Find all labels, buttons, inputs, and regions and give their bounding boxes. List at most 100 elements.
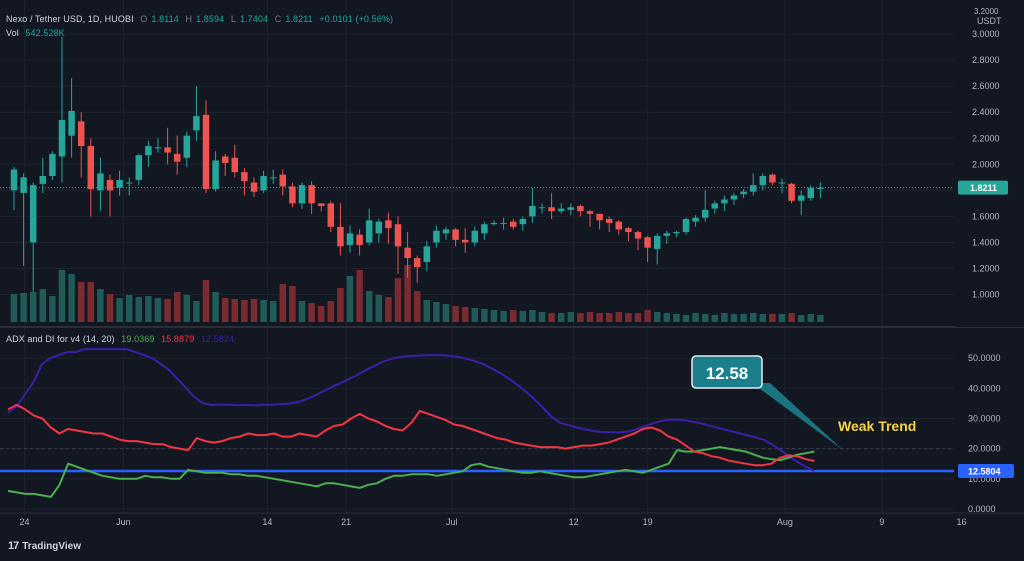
volume-label: Vol — [6, 28, 19, 38]
candle-body — [327, 203, 335, 227]
last-price-badge — [958, 180, 1008, 195]
volume-bar — [308, 303, 315, 322]
tradingview-branding[interactable]: 17 TradingView — [8, 540, 81, 552]
candle-body — [394, 224, 402, 247]
indicator-lines — [7, 348, 815, 498]
candle-body — [106, 179, 114, 191]
tradingview-logo-icon: 17 — [8, 540, 19, 552]
candle-body — [145, 146, 152, 156]
candle-body — [529, 205, 536, 217]
trend-label: Weak Trend — [838, 418, 916, 434]
price-axis-tick: 2.0000 — [972, 159, 1000, 169]
volume-bars — [10, 265, 824, 322]
callout-value: 12.58 — [706, 364, 749, 383]
volume-bar — [615, 312, 623, 322]
candle-body — [269, 177, 277, 179]
candle-body — [433, 230, 440, 243]
volume-bar — [730, 314, 738, 322]
time-axis-tick: 14 — [262, 517, 272, 527]
volume-bar — [231, 299, 239, 322]
candle-body — [778, 182, 786, 184]
candle-body — [154, 147, 162, 149]
open-value: 1.8114 — [151, 14, 179, 24]
volume-bar — [116, 298, 123, 322]
candle-body — [221, 156, 229, 163]
candle-body — [538, 207, 546, 209]
volume-bar — [673, 314, 680, 322]
volume-bar — [135, 297, 143, 322]
indicator-axis-background — [956, 328, 1024, 513]
candle-body — [625, 228, 632, 233]
volume-bar — [625, 313, 632, 322]
volume-bar — [577, 313, 584, 322]
volume-bar — [797, 315, 805, 322]
candle-body — [365, 220, 373, 243]
price-axis-tick: 1.4000 — [972, 237, 1000, 247]
price-axis-tick: 3.0000 — [972, 29, 1000, 39]
volume-bar — [586, 312, 594, 322]
volume-bar — [461, 307, 469, 322]
candle-body — [797, 195, 805, 201]
volume-bar — [58, 270, 66, 322]
symbol-legend[interactable]: Nexo / Tether USD, 1D, HUOBI O 1.8114 H 1.… — [6, 14, 397, 24]
time-axis[interactable]: 24 Jun 14 21 Jul 12 19 Aug 9 16 — [0, 512, 1024, 527]
candle-body — [442, 229, 450, 234]
candle-body — [97, 173, 104, 191]
time-axis-tick: 24 — [20, 517, 30, 527]
indicator-axis-tick: 30.0000 — [968, 413, 1001, 423]
volume-bar — [596, 313, 603, 322]
volume-bar — [644, 310, 651, 322]
volume-bar — [394, 278, 402, 322]
volume-legend[interactable]: Vol 542.528K — [6, 28, 69, 38]
indicator-axis[interactable]: 50.0000 40.0000 30.0000 20.0000 10.0000 0.000… — [956, 328, 1024, 514]
volume-bar — [221, 298, 229, 322]
volume-bar — [682, 315, 690, 322]
candle-body — [39, 176, 47, 184]
price-axis-tick: 1.0000 — [972, 290, 1000, 300]
candle-body — [423, 246, 431, 262]
volume-bar — [327, 301, 335, 322]
candle-body — [605, 219, 613, 223]
candle-body — [317, 203, 325, 206]
volume-bar — [269, 301, 277, 322]
candle-body — [346, 233, 354, 246]
candle-body — [125, 182, 133, 184]
volume-bar — [653, 312, 661, 322]
time-axis-tick: Jun — [116, 517, 131, 527]
tradingview-name: TradingView — [22, 540, 81, 552]
volume-bar — [519, 311, 527, 322]
candle-body — [586, 211, 594, 214]
volume-bar — [404, 265, 411, 322]
price-axis-tick: 2.2000 — [972, 133, 1000, 143]
candle-body — [701, 209, 709, 218]
price-axis-tick: 1.2000 — [972, 264, 1000, 274]
volume-value: 542.528K — [25, 28, 65, 38]
volume-bar — [10, 294, 18, 322]
volume-bar — [500, 311, 507, 322]
volume-bar — [87, 282, 95, 322]
candle-body — [634, 232, 642, 239]
callout-pointer — [752, 383, 843, 450]
candle-body — [212, 160, 219, 190]
candle-body — [260, 176, 267, 191]
candle-body — [711, 203, 719, 209]
candle-body — [500, 222, 507, 224]
di-plus-value: 19.0369 — [121, 334, 155, 344]
candle-body — [308, 185, 315, 204]
volume-bar — [701, 314, 709, 322]
price-axis-top-tick: 3.2000 — [974, 7, 999, 16]
candle-body — [202, 114, 210, 190]
volume-bar — [250, 299, 258, 322]
volume-bar — [20, 293, 27, 322]
annotations: 12.58 Weak Trend — [691, 355, 916, 450]
open-label: O — [140, 14, 148, 24]
volume-bar — [97, 289, 104, 322]
volume-bar — [442, 304, 450, 322]
candle-body — [29, 185, 37, 243]
candle-body — [164, 147, 171, 153]
candle-body — [356, 234, 363, 246]
indicator-legend[interactable]: ADX and DI for v4 (14, 20) 19.0369 15.88… — [6, 334, 238, 344]
volume-bar — [721, 313, 728, 322]
